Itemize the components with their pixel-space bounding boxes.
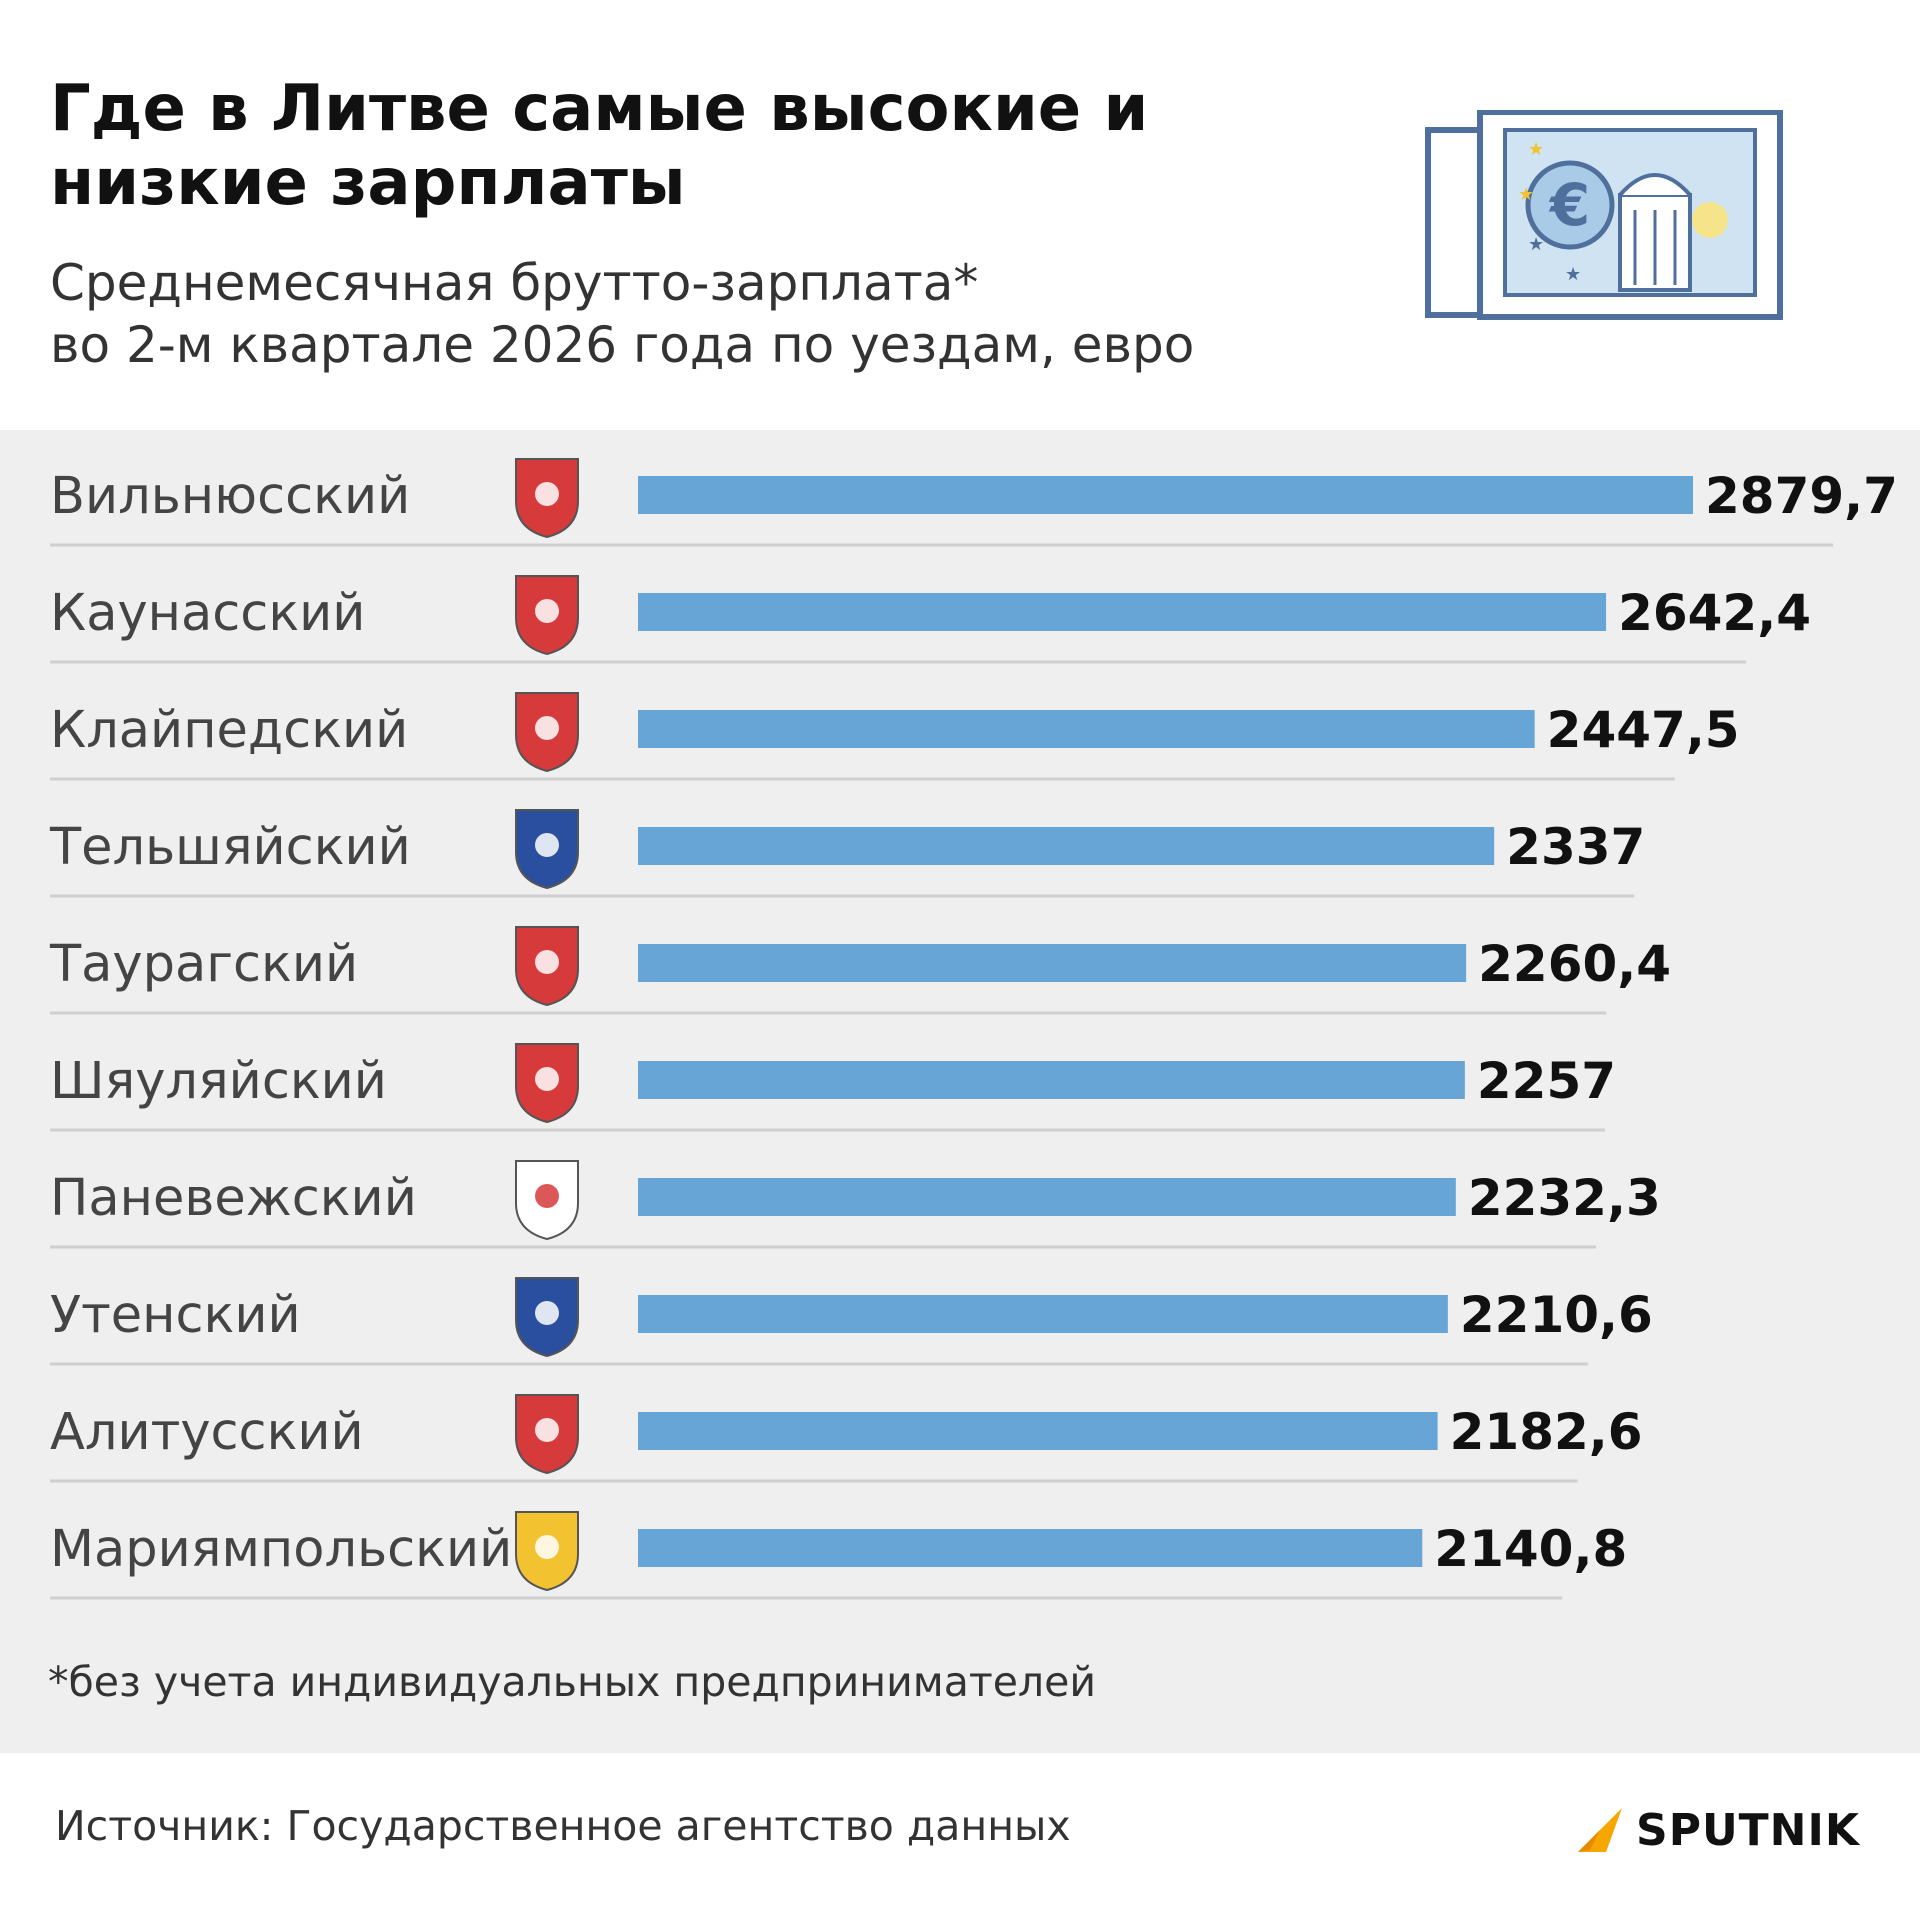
bar xyxy=(638,1178,1456,1216)
value-label: 2260,4 xyxy=(1478,935,1671,993)
subtitle-line-1: Среднемесячная брутто-зарплата* xyxy=(50,254,979,312)
svg-text:★: ★ xyxy=(1528,139,1544,159)
category-label: Вильнюсский xyxy=(50,467,410,526)
category-label: Каунасский xyxy=(50,584,365,643)
category-label: Алитусский xyxy=(50,1403,364,1462)
bar-chart: Вильнюсский 2879,7 Каунасский 2642,4 Клайпед… xyxy=(49,458,1898,1600)
value-label: 2210,6 xyxy=(1460,1286,1653,1344)
page-title: Где в Литве самые высокие и низкие зарпл… xyxy=(50,72,1149,220)
category-label: Шяуляйский xyxy=(50,1052,387,1111)
category-label: Мариямпольский xyxy=(50,1520,512,1579)
bar xyxy=(638,1412,1438,1450)
bar xyxy=(638,1061,1465,1099)
value-label: 2337 xyxy=(1506,818,1645,876)
euro-banknote-icon: € ★ ★ ★ ★ xyxy=(1425,110,1783,320)
bar xyxy=(638,710,1535,748)
bar xyxy=(638,1529,1423,1567)
header: Где в Литве самые высокие и низкие зарпл… xyxy=(0,0,1920,430)
sputnik-logo-text: SPUTNIK xyxy=(1636,1804,1860,1856)
bar xyxy=(638,944,1467,982)
bar xyxy=(638,593,1607,631)
vilnius-coat-of-arms-icon xyxy=(515,458,579,539)
footnote: *без учета индивидуальных предпринимател… xyxy=(48,1658,1097,1706)
source-note: Источник: Государственное агентство данн… xyxy=(55,1802,1071,1850)
value-label: 2232,3 xyxy=(1468,1169,1661,1227)
category-label: Тельшяйский xyxy=(49,818,411,877)
page-subtitle: Среднемесячная брутто-зарплата* во 2-м к… xyxy=(50,252,1350,376)
subtitle-line-2: во 2-м квартале 2026 года по уездам, евр… xyxy=(50,316,1195,374)
utena-coat-of-arms-icon xyxy=(515,1277,579,1358)
taurage-coat-of-arms-icon xyxy=(515,926,579,1007)
category-label: Утенский xyxy=(50,1286,301,1345)
category-label: Клайпедский xyxy=(50,701,408,760)
sputnik-logo: SPUTNIK xyxy=(1570,1800,1870,1860)
category-label: Паневежский xyxy=(50,1169,417,1228)
value-label: 2257 xyxy=(1477,1052,1616,1110)
alytus-coat-of-arms-icon xyxy=(515,1394,579,1475)
svg-text:★: ★ xyxy=(1528,234,1544,254)
svg-text:€: € xyxy=(1548,171,1590,239)
svg-text:★: ★ xyxy=(1565,264,1581,284)
svg-text:★: ★ xyxy=(1518,184,1534,204)
value-label: 2140,8 xyxy=(1434,1520,1627,1578)
bar xyxy=(638,827,1495,865)
bar xyxy=(638,1295,1448,1333)
klaipeda-coat-of-arms-icon xyxy=(515,692,579,773)
category-label: Таурагский xyxy=(49,935,358,994)
value-label: 2642,4 xyxy=(1618,584,1811,642)
marijampole-coat-of-arms-icon xyxy=(515,1511,579,1592)
siauliai-coat-of-arms-icon xyxy=(515,1043,579,1124)
kaunas-coat-of-arms-icon xyxy=(515,575,579,656)
bar xyxy=(638,476,1693,514)
telsiai-coat-of-arms-icon xyxy=(515,809,579,890)
value-label: 2182,6 xyxy=(1450,1403,1643,1461)
sputnik-logo-icon xyxy=(1578,1808,1622,1852)
value-label: 2879,7 xyxy=(1705,467,1898,525)
panevezys-coat-of-arms-icon xyxy=(515,1160,579,1241)
value-label: 2447,5 xyxy=(1547,701,1740,759)
